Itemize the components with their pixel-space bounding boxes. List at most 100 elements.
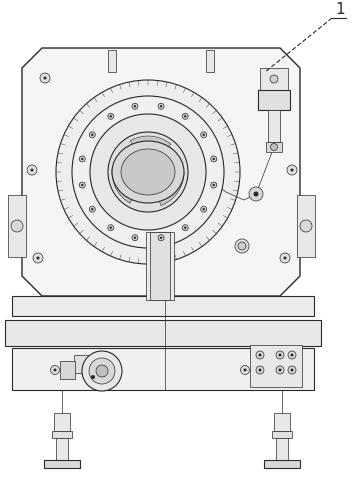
Circle shape: [91, 208, 93, 211]
Circle shape: [108, 225, 114, 231]
Polygon shape: [22, 48, 300, 296]
Bar: [146, 232, 174, 300]
Circle shape: [184, 115, 186, 118]
Circle shape: [51, 365, 60, 375]
Circle shape: [240, 365, 249, 375]
Bar: [108, 50, 116, 72]
Bar: [268, 110, 280, 142]
Bar: [266, 142, 282, 152]
Bar: [12, 348, 314, 390]
Circle shape: [11, 220, 23, 232]
Circle shape: [33, 253, 43, 263]
Bar: [260, 68, 288, 90]
Circle shape: [291, 353, 293, 357]
Circle shape: [40, 73, 50, 83]
Circle shape: [81, 184, 83, 186]
Circle shape: [90, 114, 206, 230]
Circle shape: [238, 242, 246, 250]
Circle shape: [288, 351, 296, 359]
Circle shape: [91, 134, 93, 136]
Bar: [272, 431, 292, 438]
Circle shape: [235, 239, 249, 253]
Polygon shape: [152, 172, 184, 206]
Circle shape: [287, 165, 297, 175]
Circle shape: [203, 134, 205, 136]
Circle shape: [30, 168, 34, 171]
Bar: [250, 345, 302, 387]
Circle shape: [96, 365, 108, 377]
Circle shape: [79, 156, 85, 162]
Circle shape: [43, 76, 47, 79]
Circle shape: [134, 237, 136, 239]
Ellipse shape: [112, 141, 184, 203]
Bar: [54, 413, 70, 431]
Circle shape: [79, 182, 85, 188]
Bar: [56, 438, 68, 460]
Bar: [276, 438, 288, 460]
Circle shape: [160, 237, 162, 239]
Circle shape: [108, 113, 114, 119]
Bar: [44, 460, 80, 468]
Circle shape: [201, 206, 207, 212]
Circle shape: [201, 132, 207, 138]
Circle shape: [213, 184, 215, 186]
Circle shape: [53, 368, 57, 372]
Circle shape: [291, 368, 293, 372]
Circle shape: [203, 208, 205, 211]
Circle shape: [278, 368, 282, 372]
Circle shape: [274, 76, 277, 79]
Bar: [297, 195, 315, 257]
Circle shape: [253, 192, 258, 197]
Bar: [274, 413, 290, 431]
Circle shape: [27, 165, 37, 175]
Circle shape: [213, 158, 215, 160]
Circle shape: [36, 257, 39, 259]
Circle shape: [134, 105, 136, 107]
Circle shape: [276, 366, 284, 374]
Text: 1: 1: [335, 2, 345, 17]
Circle shape: [89, 132, 95, 138]
Circle shape: [280, 253, 290, 263]
Circle shape: [132, 235, 138, 241]
Bar: [264, 460, 300, 468]
Circle shape: [256, 351, 264, 359]
Circle shape: [211, 156, 217, 162]
Circle shape: [258, 353, 261, 357]
Circle shape: [211, 182, 217, 188]
Circle shape: [276, 351, 284, 359]
Circle shape: [270, 75, 278, 83]
Circle shape: [160, 105, 162, 107]
Circle shape: [291, 168, 293, 171]
Circle shape: [81, 158, 83, 160]
Circle shape: [258, 368, 261, 372]
Circle shape: [72, 96, 224, 248]
Ellipse shape: [121, 149, 175, 195]
Circle shape: [256, 366, 264, 374]
Circle shape: [249, 187, 263, 201]
Bar: [74, 355, 96, 373]
Circle shape: [158, 235, 164, 241]
Circle shape: [283, 257, 287, 259]
Circle shape: [244, 368, 247, 372]
Bar: [206, 50, 214, 72]
Circle shape: [132, 103, 138, 109]
Circle shape: [108, 132, 188, 212]
Circle shape: [110, 227, 112, 229]
Circle shape: [278, 353, 282, 357]
Polygon shape: [130, 136, 171, 164]
Circle shape: [91, 375, 95, 379]
Bar: [8, 195, 26, 257]
Circle shape: [89, 206, 95, 212]
Bar: [60, 361, 75, 379]
Circle shape: [56, 80, 240, 264]
Bar: [52, 431, 72, 438]
Bar: [5, 320, 321, 346]
Bar: [150, 232, 170, 300]
Circle shape: [270, 143, 278, 151]
Circle shape: [288, 366, 296, 374]
Circle shape: [184, 227, 186, 229]
Circle shape: [110, 115, 112, 118]
Circle shape: [82, 351, 122, 391]
Circle shape: [89, 358, 115, 384]
Circle shape: [182, 113, 188, 119]
